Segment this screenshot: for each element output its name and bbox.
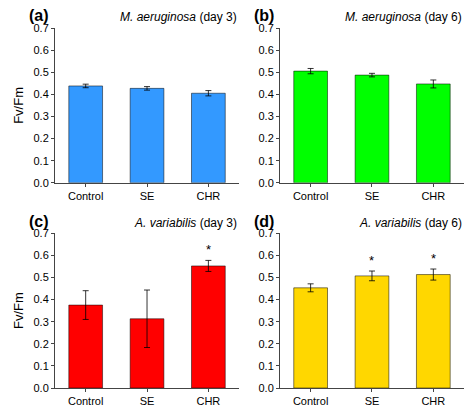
svg-text:0.6: 0.6 [34,249,49,261]
svg-text:Control: Control [293,190,328,202]
svg-text:CHR: CHR [196,395,220,407]
svg-text:CHR: CHR [196,190,220,202]
svg-text:CHR: CHR [421,395,445,407]
svg-text:0.2: 0.2 [34,132,49,144]
svg-text:0.0: 0.0 [258,382,273,394]
svg-text:Control: Control [68,395,103,407]
svg-text:Control: Control [68,190,103,202]
svg-text:0.1: 0.1 [34,155,49,167]
svg-text:CHR: CHR [421,190,445,202]
svg-text:SE: SE [140,190,155,202]
svg-text:(d): (d) [254,213,274,230]
svg-text:0.4: 0.4 [34,88,49,100]
svg-text:0.1: 0.1 [258,360,273,372]
svg-text:*: * [369,253,374,268]
svg-text:M. aeruginosa (day 3): M. aeruginosa (day 3) [120,10,237,24]
svg-text:A. variabilis (day 6): A. variabilis (day 6) [359,216,462,230]
svg-text:SE: SE [365,190,380,202]
svg-text:*: * [206,242,211,257]
svg-text:*: * [431,251,436,266]
svg-text:0.2: 0.2 [34,338,49,350]
svg-text:0.3: 0.3 [258,316,273,328]
svg-text:0.6: 0.6 [258,44,273,56]
svg-text:0.6: 0.6 [258,249,273,261]
svg-text:0.0: 0.0 [34,177,49,189]
svg-text:Control: Control [293,395,328,407]
svg-text:0.4: 0.4 [258,293,273,305]
svg-text:0.5: 0.5 [34,66,49,78]
svg-text:0.2: 0.2 [258,338,273,350]
svg-text:0.7: 0.7 [34,22,49,34]
svg-text:0.4: 0.4 [258,88,273,100]
svg-text:A. variabilis (day 3): A. variabilis (day 3) [134,216,237,230]
svg-text:0.3: 0.3 [258,110,273,122]
svg-text:(c): (c) [29,213,49,230]
svg-text:0.6: 0.6 [34,44,49,56]
svg-text:0.1: 0.1 [258,155,273,167]
svg-text:0.0: 0.0 [258,177,273,189]
svg-text:0.7: 0.7 [34,227,49,239]
svg-text:0.1: 0.1 [34,360,49,372]
svg-text:0.0: 0.0 [34,382,49,394]
svg-text:0.3: 0.3 [34,110,49,122]
svg-text:SE: SE [140,395,155,407]
svg-text:M. aeruginosa (day 6): M. aeruginosa (day 6) [345,10,462,24]
svg-text:0.7: 0.7 [258,22,273,34]
svg-text:Fv/Fm: Fv/Fm [11,87,26,124]
svg-text:0.7: 0.7 [258,227,273,239]
svg-text:(b): (b) [254,7,274,24]
svg-text:0.2: 0.2 [258,132,273,144]
svg-text:0.4: 0.4 [34,293,49,305]
svg-text:0.5: 0.5 [258,66,273,78]
svg-text:0.5: 0.5 [34,271,49,283]
svg-text:Fv/Fm: Fv/Fm [11,292,26,329]
svg-text:SE: SE [365,395,380,407]
svg-text:(a): (a) [29,7,49,24]
svg-text:0.3: 0.3 [34,316,49,328]
svg-text:0.5: 0.5 [258,271,273,283]
